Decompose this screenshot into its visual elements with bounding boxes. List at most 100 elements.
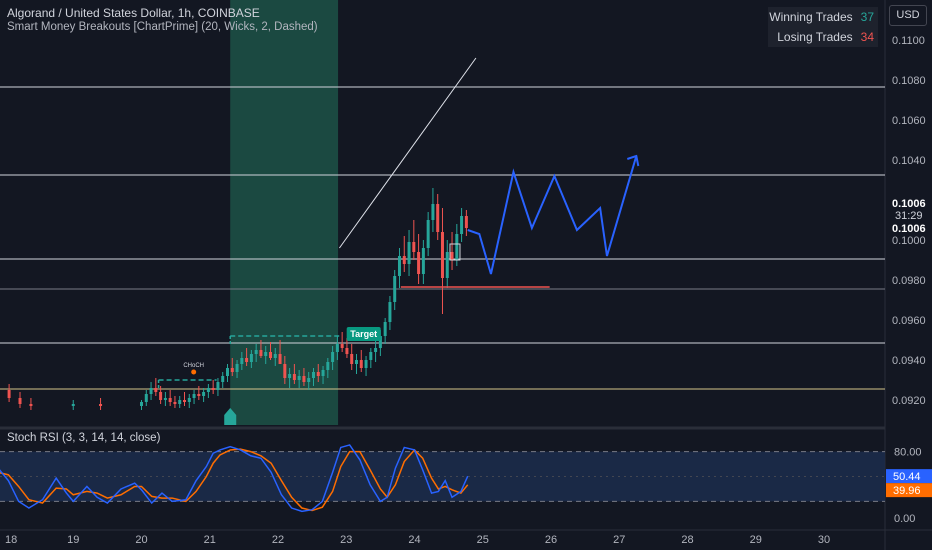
candle (140, 402, 143, 406)
candle (159, 392, 163, 400)
candle (240, 358, 244, 364)
price-tick-label: 0.0940 (892, 355, 926, 367)
candle (417, 252, 421, 274)
date-tick-label: 28 (681, 534, 693, 546)
projection-path[interactable] (467, 155, 638, 275)
choch-label: CHoCH (183, 363, 204, 369)
currency-button[interactable]: USD (889, 5, 927, 26)
candle (316, 372, 320, 376)
price-tick-label: 0.1000 (892, 235, 926, 247)
candle (221, 376, 225, 382)
date-tick-label: 24 (408, 534, 420, 546)
candle (29, 404, 33, 406)
date-tick-label: 26 (545, 534, 557, 546)
candle (374, 348, 378, 352)
target-label-bg (346, 327, 381, 341)
choch-dot (191, 369, 197, 375)
date-tick-label: 22 (272, 534, 284, 546)
candle (302, 376, 306, 382)
candle (383, 322, 387, 336)
candle (264, 352, 268, 356)
candle (178, 400, 182, 404)
last-price-label: 0.1006 (892, 198, 926, 210)
candle-countdown-label: 31:29 (895, 210, 923, 222)
candle (440, 232, 444, 278)
candle (99, 404, 103, 406)
price-tick-label: 0.0920 (892, 395, 926, 407)
candle (412, 242, 416, 252)
rsi-d-line[interactable] (0, 448, 469, 512)
trend-line[interactable] (339, 57, 477, 249)
stoch-rsi-legend[interactable]: Stoch RSI (3, 3, 14, 14, close) (7, 432, 161, 444)
candle (402, 256, 406, 264)
candle (18, 398, 22, 404)
date-tick-label: 20 (135, 534, 147, 546)
candle (202, 392, 206, 396)
candle (206, 388, 210, 392)
choch-label-bg (182, 360, 205, 369)
projection-arrowhead (626, 154, 640, 167)
last-price-label-2: 0.1006 (892, 223, 926, 235)
candle (421, 248, 425, 274)
target-label: Target (350, 329, 377, 339)
candle (273, 354, 277, 358)
candle (254, 350, 258, 354)
losing-trades-value: 34 (860, 30, 874, 44)
candle (168, 398, 172, 402)
highlight-zone (230, 0, 339, 425)
candle (182, 400, 186, 402)
candle (292, 374, 296, 380)
candle (187, 398, 191, 402)
winning-trades-value: 37 (860, 10, 874, 24)
candle (455, 234, 459, 260)
rsi-k-badge (886, 469, 932, 484)
buy-signal-marker (224, 408, 237, 425)
candle (407, 242, 411, 264)
candle (154, 388, 158, 392)
candle (397, 256, 401, 276)
candle (197, 394, 201, 396)
candle (7, 390, 11, 398)
losing-trades-label: Losing Trades (777, 30, 853, 44)
date-tick-label: 30 (818, 534, 830, 546)
trade-stats-table: Winning Trades 37 Losing Trades 34 (768, 7, 878, 47)
candle (249, 354, 253, 362)
date-tick-label: 25 (477, 534, 489, 546)
date-tick-label: 18 (5, 534, 17, 546)
candle (326, 362, 330, 370)
price-tick-label: 0.0960 (892, 315, 926, 327)
date-tick-label: 27 (613, 534, 625, 546)
rsi-k-value: 50.44 (893, 471, 921, 483)
candle (235, 364, 239, 372)
candle (278, 354, 282, 364)
candle (340, 344, 344, 348)
price-tick-label: 0.1060 (892, 115, 926, 127)
candle (71, 404, 75, 406)
candle (431, 204, 435, 220)
candle (163, 398, 167, 400)
candle (426, 220, 430, 248)
date-tick-label: 21 (204, 534, 216, 546)
candle (288, 374, 292, 378)
candle (359, 360, 363, 368)
price-tick-label: 0.0980 (892, 275, 926, 287)
candle (460, 216, 464, 234)
candle (378, 336, 382, 348)
rsi-tick-label: 80.00 (894, 447, 922, 459)
indicator-legend[interactable]: Smart Money Breakouts [ChartPrime] (20, … (7, 21, 318, 33)
candle (311, 372, 315, 378)
rsi-tick-label: 0.00 (894, 513, 915, 525)
candle (464, 216, 468, 228)
selection-box (449, 243, 461, 261)
candle (144, 394, 148, 402)
price-tick-label: 0.1040 (892, 155, 926, 167)
rsi-lines (0, 444, 469, 513)
candle (211, 388, 215, 390)
candle (230, 368, 234, 372)
candle (335, 344, 339, 352)
rsi-d-badge (886, 483, 932, 498)
candle (393, 276, 397, 302)
rsi-k-line[interactable] (0, 444, 469, 513)
candle (268, 352, 272, 358)
